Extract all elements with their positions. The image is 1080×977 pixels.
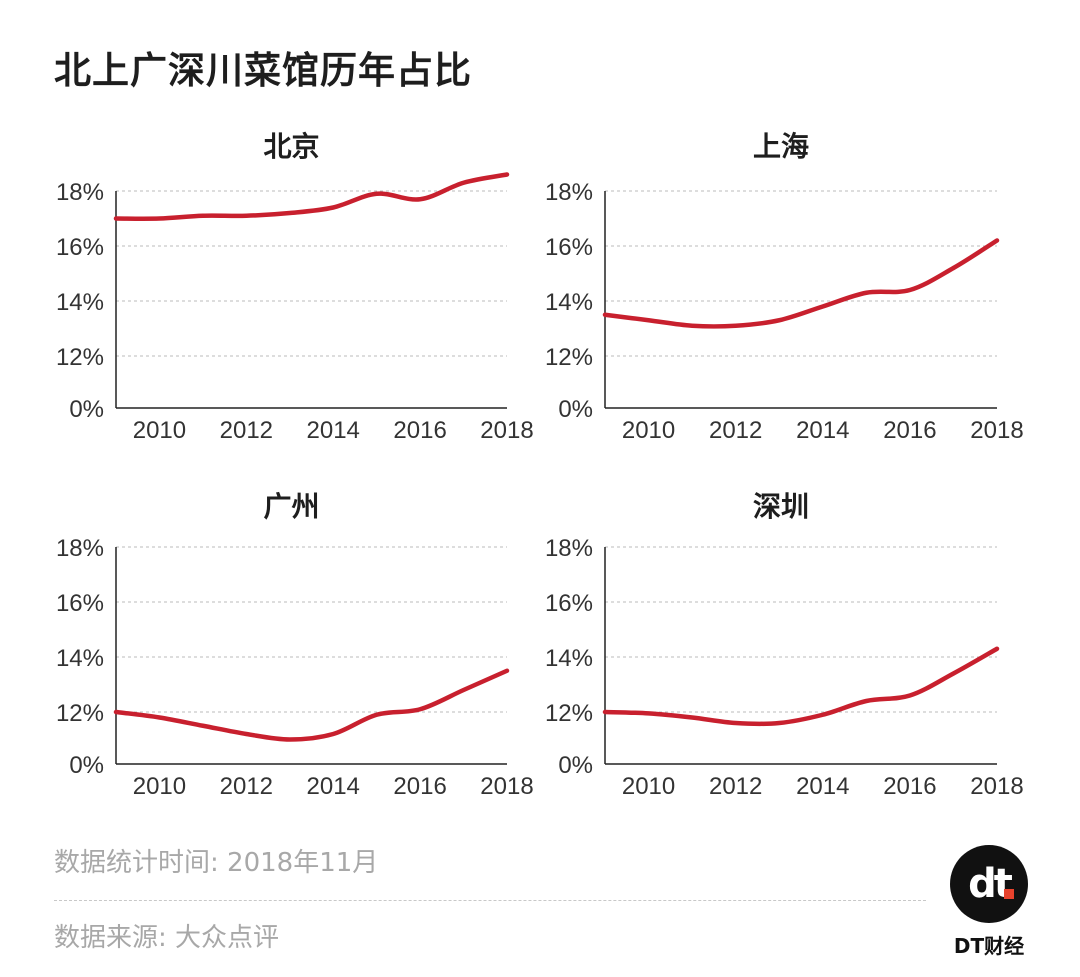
- x-tick-label: 2018: [970, 773, 1023, 800]
- x-tick-label: 2010: [133, 773, 186, 800]
- charts-area: 北京 0% 12% 14% 16% 18% 2010 2012 2014 2016 2018 上海 0%…: [56, 130, 1024, 800]
- y-tick-label: 0%: [558, 396, 593, 423]
- data-source-note: 数据来源: 大众点评: [54, 923, 280, 953]
- y-tick-label: 18%: [545, 535, 593, 562]
- y-tick-label: 12%: [56, 700, 104, 727]
- series-line: [113, 172, 510, 221]
- logo-mark: dt: [968, 861, 1013, 907]
- x-tick-label: 2010: [133, 417, 186, 444]
- y-tick-label: 12%: [545, 344, 593, 371]
- x-tick-label: 2018: [480, 773, 533, 800]
- y-tick-label: 0%: [69, 396, 104, 423]
- y-tick-label: 16%: [545, 590, 593, 617]
- y-tick-label: 16%: [56, 234, 104, 261]
- x-tick-label: 2014: [796, 417, 849, 444]
- x-tick-label: 2012: [220, 417, 273, 444]
- x-tick-label: 2014: [307, 773, 360, 800]
- dt-logo-icon: dt: [950, 845, 1028, 923]
- y-tick-label: 14%: [56, 289, 104, 316]
- page-title: 北上广深川菜馆历年占比: [54, 49, 472, 92]
- logo-dot: [1004, 889, 1014, 899]
- y-tick-label: 14%: [545, 289, 593, 316]
- y-tick-label: 14%: [545, 645, 593, 672]
- x-tick-label: 2016: [393, 417, 446, 444]
- series-line: [602, 646, 1000, 727]
- x-tick-label: 2010: [622, 773, 675, 800]
- x-tick-label: 2010: [622, 417, 675, 444]
- chart-title: 广州: [263, 490, 319, 523]
- series-line: [113, 668, 510, 742]
- y-tick-label: 16%: [56, 590, 104, 617]
- x-tick-label: 2012: [709, 417, 762, 444]
- footnote-divider: [54, 900, 926, 901]
- x-tick-label: 2018: [970, 417, 1023, 444]
- x-tick-label: 2016: [883, 773, 936, 800]
- stats-time-note: 数据统计时间: 2018年11月: [54, 848, 379, 878]
- y-tick-label: 0%: [69, 752, 104, 779]
- chart-title: 北京: [263, 130, 319, 163]
- chart-title: 深圳: [753, 490, 809, 523]
- y-tick-label: 18%: [56, 179, 104, 206]
- x-tick-label: 2016: [393, 773, 446, 800]
- y-tick-label: 18%: [56, 535, 104, 562]
- y-tick-label: 18%: [545, 179, 593, 206]
- y-tick-label: 0%: [558, 752, 593, 779]
- x-tick-label: 2012: [709, 773, 762, 800]
- x-tick-label: 2012: [220, 773, 273, 800]
- x-tick-label: 2018: [480, 417, 533, 444]
- x-tick-label: 2014: [307, 417, 360, 444]
- y-tick-label: 16%: [545, 234, 593, 261]
- x-tick-label: 2014: [796, 773, 849, 800]
- y-tick-label: 14%: [56, 645, 104, 672]
- chart-title: 上海: [753, 130, 809, 163]
- series-line: [602, 238, 1000, 329]
- y-tick-label: 12%: [56, 344, 104, 371]
- brand-name: DT财经: [953, 934, 1025, 958]
- x-tick-label: 2016: [883, 417, 936, 444]
- y-tick-label: 12%: [545, 700, 593, 727]
